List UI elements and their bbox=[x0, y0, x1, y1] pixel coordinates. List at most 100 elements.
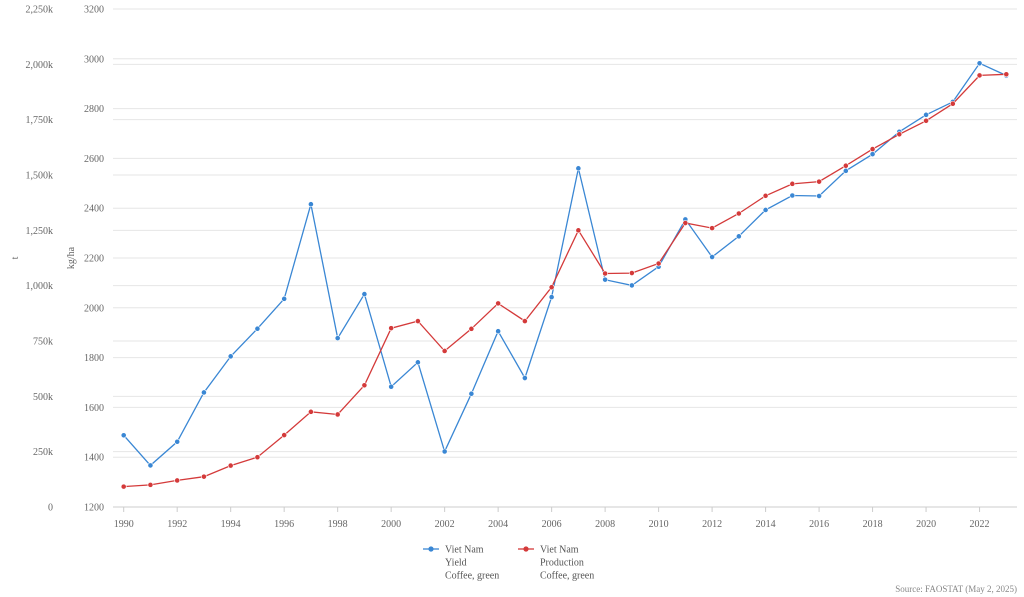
data-point[interactable] bbox=[361, 382, 368, 389]
data-point[interactable] bbox=[441, 448, 448, 455]
data-point[interactable] bbox=[789, 180, 796, 187]
x-axis-tick-label: 2006 bbox=[542, 519, 562, 530]
data-point[interactable] bbox=[602, 270, 609, 277]
data-point[interactable] bbox=[388, 325, 395, 332]
data-point[interactable] bbox=[762, 192, 769, 199]
data-point[interactable] bbox=[334, 335, 341, 342]
data-point[interactable] bbox=[227, 462, 234, 469]
left-axis-tick-label: 2,000k bbox=[26, 60, 54, 71]
data-point[interactable] bbox=[495, 328, 502, 335]
data-point[interactable] bbox=[976, 60, 983, 67]
right-axis-tick-label: 3000 bbox=[84, 54, 104, 65]
legend-label: Production bbox=[540, 558, 584, 569]
x-axis-tick-label: 2018 bbox=[863, 519, 883, 530]
x-axis-tick-label: 1992 bbox=[167, 519, 187, 530]
data-point[interactable] bbox=[628, 282, 635, 289]
data-point[interactable] bbox=[709, 225, 716, 232]
x-axis-tick-label: 2000 bbox=[381, 519, 401, 530]
left-axis-tick-label: 500k bbox=[33, 392, 53, 403]
legend-label: Viet Nam bbox=[445, 545, 484, 556]
x-axis-tick-label: 2016 bbox=[809, 519, 829, 530]
data-point[interactable] bbox=[548, 284, 555, 291]
data-point[interactable] bbox=[147, 462, 154, 469]
legend[interactable]: Viet Nam Yield Coffee, green Viet Nam Produc… bbox=[423, 545, 594, 582]
left-axis-tick-label: 0 bbox=[48, 503, 53, 514]
x-axis-tick-label: 1990 bbox=[114, 519, 134, 530]
data-point[interactable] bbox=[147, 481, 154, 488]
data-point[interactable] bbox=[521, 375, 528, 381]
data-point[interactable] bbox=[816, 178, 822, 185]
x-axis-tick-label: 2004 bbox=[488, 519, 508, 530]
data-point[interactable] bbox=[120, 432, 127, 439]
data-point[interactable] bbox=[548, 294, 555, 300]
data-point[interactable] bbox=[201, 473, 207, 480]
legend-marker bbox=[523, 546, 529, 552]
data-point[interactable] bbox=[655, 260, 662, 267]
data-point[interactable] bbox=[842, 162, 849, 169]
right-axis-tick-label: 2200 bbox=[84, 254, 104, 265]
legend-label: Yield bbox=[445, 558, 467, 569]
data-point[interactable] bbox=[468, 325, 475, 332]
data-point[interactable] bbox=[174, 438, 181, 445]
data-point[interactable] bbox=[120, 483, 127, 490]
data-point[interactable] bbox=[976, 72, 983, 79]
legend-item-0[interactable]: Viet Nam Yield Coffee, green bbox=[423, 545, 499, 582]
legend-marker bbox=[428, 546, 434, 552]
data-point[interactable] bbox=[308, 408, 314, 415]
data-point[interactable] bbox=[254, 325, 261, 332]
x-axis-tick-label: 1996 bbox=[274, 519, 294, 530]
data-point[interactable] bbox=[735, 210, 742, 217]
data-point[interactable] bbox=[575, 165, 582, 172]
data-point[interactable] bbox=[896, 131, 903, 138]
data-point[interactable] bbox=[869, 146, 876, 153]
data-point[interactable] bbox=[762, 207, 769, 213]
data-point[interactable] bbox=[227, 353, 234, 360]
data-point[interactable] bbox=[575, 227, 582, 234]
data-point[interactable] bbox=[334, 411, 341, 418]
right-axis-ticks: 1200 1400 1600 1800 2000 2200 2400 2600 2800 3000… bbox=[84, 5, 104, 514]
left-axis-title: t bbox=[10, 256, 21, 259]
data-point[interactable] bbox=[174, 477, 181, 484]
data-point[interactable] bbox=[201, 389, 207, 396]
left-axis-tick-label: 1,250k bbox=[26, 226, 54, 237]
data-point[interactable] bbox=[308, 201, 314, 208]
x-axis-tick-label: 1998 bbox=[328, 519, 348, 530]
data-point[interactable] bbox=[949, 100, 956, 107]
data-point[interactable] bbox=[441, 348, 448, 354]
data-point[interactable] bbox=[869, 151, 876, 158]
x-axis-tick-label: 2012 bbox=[702, 519, 722, 530]
left-axis-tick-label: 2,250k bbox=[26, 5, 54, 16]
legend-item-1[interactable]: Viet Nam Production Coffee, green bbox=[518, 545, 594, 582]
x-axis-ticks: 1990 1992 1994 1996 1998 2000 2002 2004 2006 2008… bbox=[113, 506, 1017, 530]
right-axis-title: kg/ha bbox=[66, 246, 77, 269]
data-point[interactable] bbox=[602, 276, 609, 283]
right-axis-tick-label: 1400 bbox=[84, 453, 104, 464]
data-point[interactable] bbox=[281, 432, 288, 438]
data-point[interactable] bbox=[414, 318, 421, 324]
data-point[interactable] bbox=[789, 192, 796, 199]
data-point[interactable] bbox=[521, 318, 528, 324]
data-point[interactable] bbox=[254, 454, 261, 461]
legend-label: Coffee, green bbox=[445, 571, 499, 582]
data-point[interactable] bbox=[628, 270, 635, 276]
data-point[interactable] bbox=[682, 220, 689, 226]
data-point[interactable] bbox=[361, 291, 368, 298]
data-point[interactable] bbox=[1003, 71, 1010, 78]
x-axis-tick-label: 1994 bbox=[221, 519, 241, 530]
data-point[interactable] bbox=[468, 390, 475, 397]
data-point[interactable] bbox=[281, 295, 288, 302]
data-point[interactable] bbox=[709, 254, 716, 260]
left-axis-tick-label: 1,000k bbox=[26, 281, 54, 292]
data-point[interactable] bbox=[495, 300, 502, 307]
data-point[interactable] bbox=[414, 359, 421, 366]
legend-label: Coffee, green bbox=[540, 571, 594, 582]
x-axis-tick-label: 2002 bbox=[435, 519, 455, 530]
data-point[interactable] bbox=[842, 167, 849, 174]
data-point[interactable] bbox=[388, 383, 395, 390]
right-axis-tick-label: 2400 bbox=[84, 204, 104, 215]
data-point[interactable] bbox=[816, 193, 822, 199]
data-point[interactable] bbox=[923, 111, 929, 118]
data-point[interactable] bbox=[735, 233, 742, 240]
data-point[interactable] bbox=[923, 117, 929, 124]
